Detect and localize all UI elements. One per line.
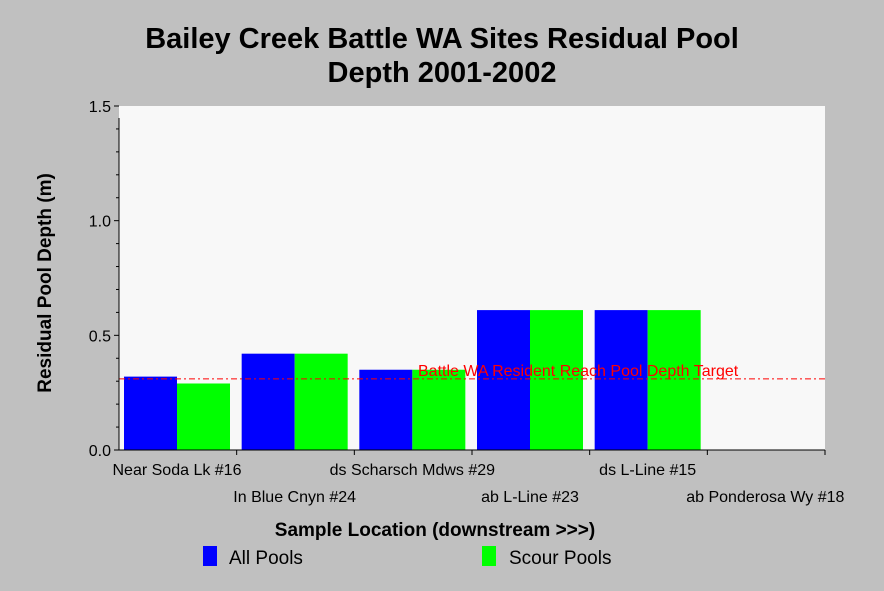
legend-swatch-scour-pools: [482, 546, 496, 566]
bar-all-pools-1: [241, 353, 295, 450]
x-tick-labels: Near Soda Lk #16 In Blue Cnyn #24 ds Schar…: [113, 462, 845, 506]
bar-scour-pools-1: [294, 353, 348, 450]
legend-label-scour-pools: Scour Pools: [509, 548, 611, 569]
x-tick-label: ab L-Line #23: [481, 489, 579, 506]
legend-swatch-all-pools: [203, 546, 217, 566]
x-axis-title: Sample Location (downstream >>>): [275, 520, 595, 541]
bar-scour-pools-0: [177, 383, 230, 450]
target-line-label: Battle WA Resident Reach Pool Depth Targ…: [418, 363, 739, 380]
y-tick-labels: 0.0 0.5 1.0 1.5: [89, 99, 111, 460]
x-tick-label: ab Ponderosa Wy #18: [686, 489, 844, 506]
x-tick-label: ds Scharsch Mdws #29: [330, 462, 496, 479]
bar-all-pools-4: [594, 310, 648, 450]
plot-area: [119, 106, 825, 450]
y-tick-label: 1.5: [89, 99, 111, 116]
x-tick-label: ds L-Line #15: [599, 462, 696, 479]
axes-layer: [114, 105, 826, 455]
bar-scour-pools-3: [530, 310, 583, 450]
x-tick-label: Near Soda Lk #16: [113, 462, 242, 479]
y-tick-label: 1.0: [89, 214, 111, 231]
bar-scour-pools-2: [412, 369, 466, 450]
bars-layer: [124, 310, 701, 450]
chart-title: Bailey Creek Battle WA Sites Residual Po…: [0, 22, 884, 90]
y-axis-title: Residual Pool Depth (m): [35, 173, 56, 393]
bar-scour-pools-4: [647, 310, 701, 450]
y-tick-label: 0.0: [89, 443, 111, 460]
bar-all-pools-2: [359, 369, 413, 450]
bar-all-pools-3: [477, 310, 530, 450]
chart-title-line-2: Depth 2001-2002: [327, 57, 557, 89]
legend-label-all-pools: All Pools: [229, 548, 303, 569]
chart-title-line-1: Bailey Creek Battle WA Sites Residual Po…: [145, 23, 739, 55]
y-tick-label: 0.5: [89, 328, 111, 345]
x-tick-label: In Blue Cnyn #24: [233, 489, 356, 506]
bar-all-pools-0: [124, 376, 177, 450]
legend: All Pools Scour Pools: [203, 546, 611, 569]
